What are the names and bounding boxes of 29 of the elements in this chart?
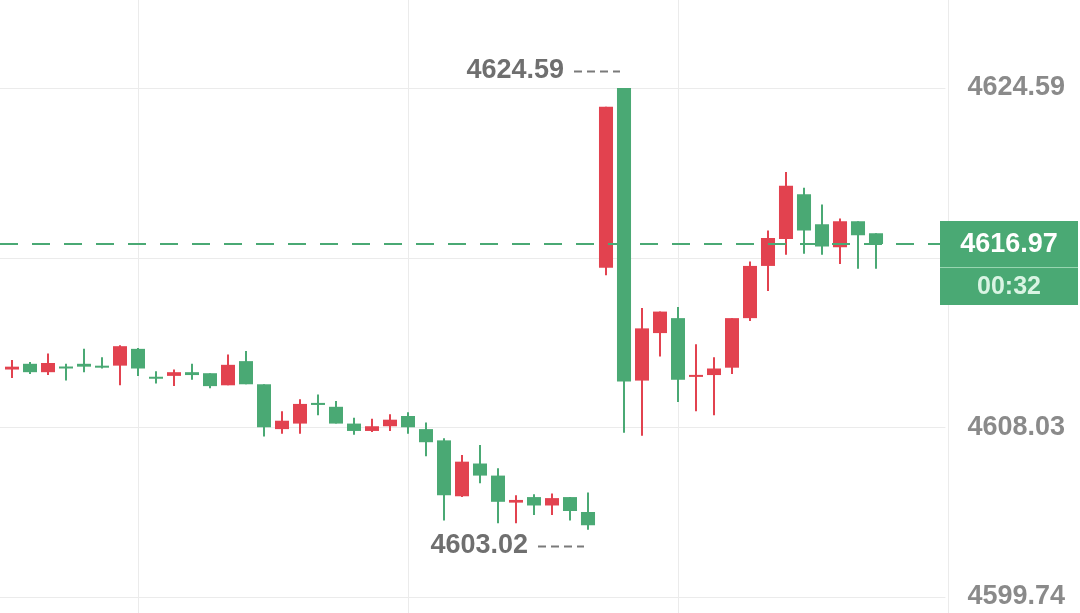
candlestick [508,494,524,525]
candlestick [580,491,596,531]
candlestick [472,443,488,485]
text: 4624.59 [466,54,564,85]
y-tick-label: 4624.59 [967,71,1065,102]
candlestick [526,493,542,516]
candlestick [112,344,128,387]
candlestick [328,400,344,425]
candlestick [562,496,578,522]
ref-line-label: 4616.97 [960,228,1058,259]
y-tick-label: 4608.03 [967,410,1065,441]
candlestick [40,352,56,377]
candlestick [220,353,236,387]
candlestick [76,347,92,374]
candlestick [652,310,668,358]
y-tick-label: 4599.74 [967,580,1065,611]
candlestick [292,398,308,435]
candlestick [400,411,416,435]
candlestick [544,492,560,516]
candlestick [706,356,722,417]
candlestick [850,220,866,270]
candlestick [274,410,290,435]
annotation: 4603.02 [430,529,528,560]
candlestick [238,349,254,386]
candlestick [688,343,704,413]
candlestick [310,393,326,417]
text: 00:32 [977,270,1041,299]
candlestick [130,347,146,377]
candlestick [418,421,434,458]
